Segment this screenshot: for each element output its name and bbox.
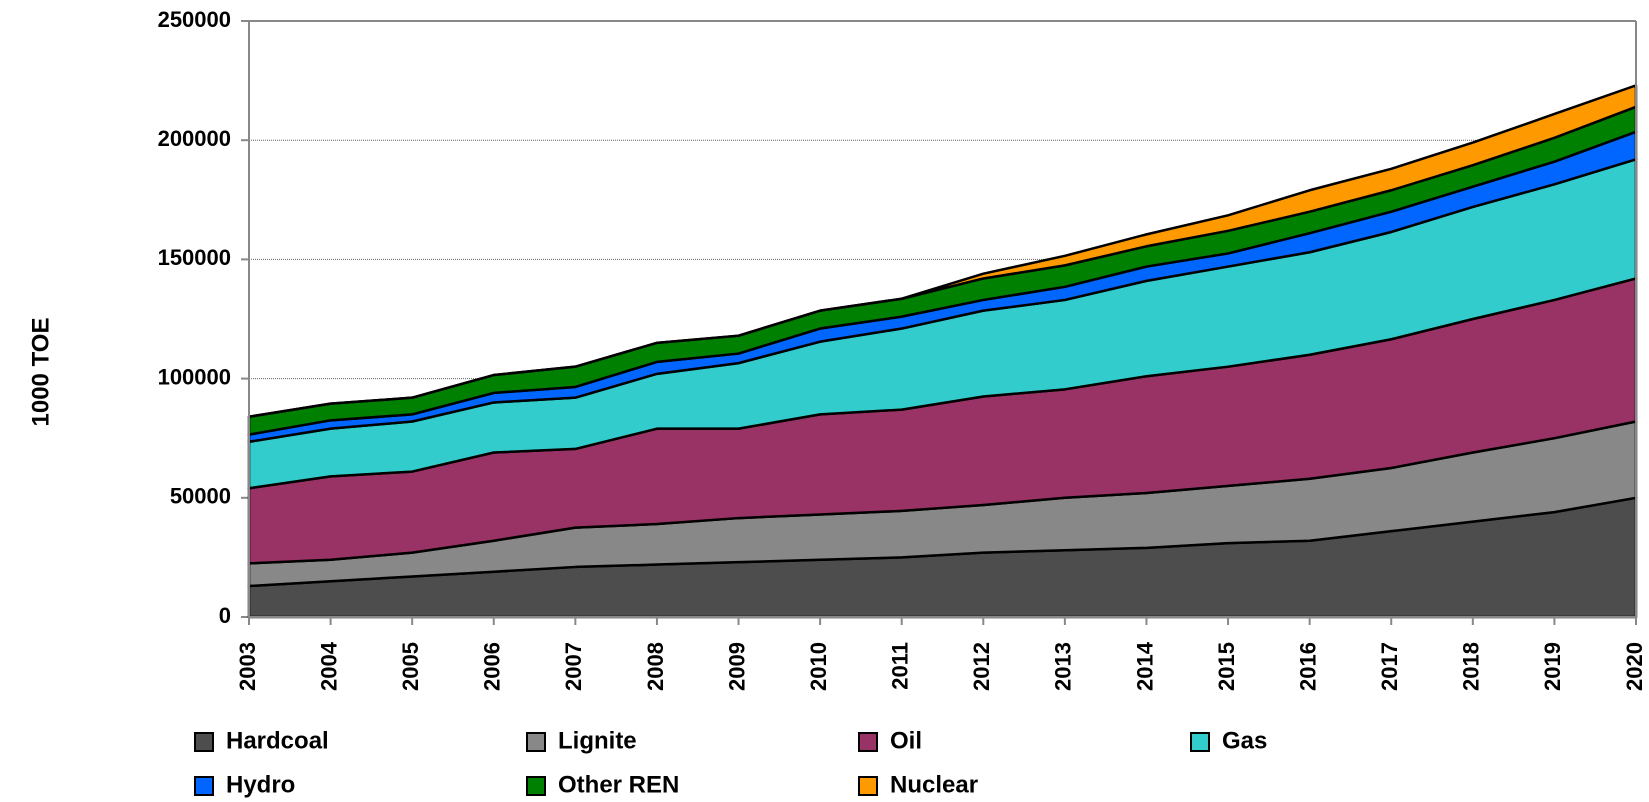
legend-swatch: [858, 732, 878, 752]
x-tick-label: 2011: [888, 642, 913, 690]
x-tick-label: 2019: [1540, 642, 1565, 691]
y-tick-label: 200000: [158, 126, 231, 151]
legend-swatch: [194, 732, 214, 752]
legend-swatch: [526, 776, 546, 796]
legend-label: Nuclear: [890, 771, 978, 798]
x-tick-label: 2008: [643, 642, 668, 691]
x-tick-label: 2009: [724, 642, 749, 691]
legend-label: Gas: [1222, 727, 1267, 754]
legend-label: Other REN: [558, 771, 679, 798]
x-tick-label: 2017: [1377, 642, 1402, 691]
legend-swatch: [194, 776, 214, 796]
y-axis-label: 1000 TOE: [27, 318, 54, 427]
x-tick-label: 2013: [1051, 642, 1076, 691]
legend-label: Oil: [890, 727, 922, 754]
x-tick-label: 2014: [1132, 641, 1157, 691]
legend-label: Lignite: [558, 727, 637, 754]
x-tick-label: 2005: [398, 642, 423, 691]
legend-swatch: [858, 776, 878, 796]
x-tick-label: 2003: [235, 642, 260, 691]
x-tick-label: 2004: [316, 641, 341, 691]
x-tick-label: 2018: [1459, 642, 1484, 691]
y-tick-label: 0: [219, 603, 231, 628]
x-tick-label: 2012: [969, 642, 994, 691]
y-tick-label: 250000: [158, 7, 231, 32]
legend-swatch: [1190, 732, 1210, 752]
legend-label: Hydro: [226, 771, 295, 798]
x-tick-label: 2016: [1295, 642, 1320, 691]
legend-swatch: [526, 732, 546, 752]
y-tick-label: 150000: [158, 245, 231, 270]
x-tick-label: 2020: [1622, 642, 1647, 691]
legend-label: Hardcoal: [226, 727, 329, 754]
y-tick-label: 100000: [158, 364, 231, 389]
y-tick-label: 50000: [170, 484, 231, 509]
x-tick-label: 2015: [1214, 642, 1239, 691]
x-tick-label: 2007: [561, 642, 586, 691]
x-tick-label: 2010: [806, 642, 831, 691]
x-tick-label: 2006: [480, 642, 505, 691]
